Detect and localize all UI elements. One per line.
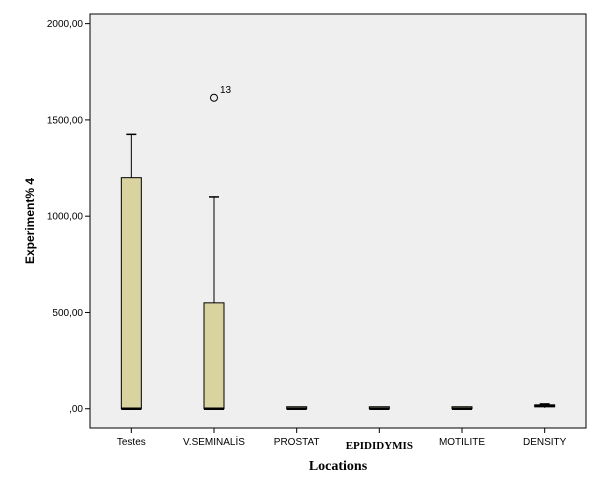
y-tick-label: ,00 bbox=[69, 404, 83, 415]
plot-area bbox=[89, 13, 587, 429]
box-body bbox=[120, 177, 142, 410]
box-2 bbox=[286, 406, 308, 410]
x-tick-label: PROSTAT bbox=[274, 437, 320, 448]
x-tick-label: Testes bbox=[117, 437, 146, 448]
x-tick-label: MOTILITE bbox=[439, 437, 485, 448]
boxes: 13 bbox=[120, 85, 556, 410]
x-tick-label: EPIDIDYMIS bbox=[346, 440, 413, 452]
y-axis: ,00 500,00 1000,00 1500,00 2000,00 bbox=[47, 19, 90, 415]
y-tick-label: 1500,00 bbox=[47, 115, 84, 126]
outlier-label: 13 bbox=[220, 85, 232, 96]
box-1 bbox=[203, 196, 225, 410]
box-body bbox=[203, 302, 225, 410]
y-axis-label: Experiment% 4 bbox=[23, 178, 37, 264]
y-tick-label: 2000,00 bbox=[47, 19, 84, 30]
outlier-point bbox=[210, 93, 218, 102]
y-tick-label: 1000,00 bbox=[47, 212, 84, 223]
x-tick-label: V.SEMINALİS bbox=[183, 435, 245, 448]
box-5 bbox=[534, 403, 556, 408]
y-tick-label: 500,00 bbox=[52, 308, 83, 319]
x-axis: Testes V.SEMINALİS PROSTAT EPIDIDYMIS MOTILI… bbox=[117, 428, 567, 452]
box-3 bbox=[368, 406, 390, 410]
box-4 bbox=[451, 406, 473, 410]
x-axis-label: Locations bbox=[309, 459, 368, 474]
box-0 bbox=[120, 133, 142, 410]
x-tick-label: DENSITY bbox=[523, 437, 567, 448]
